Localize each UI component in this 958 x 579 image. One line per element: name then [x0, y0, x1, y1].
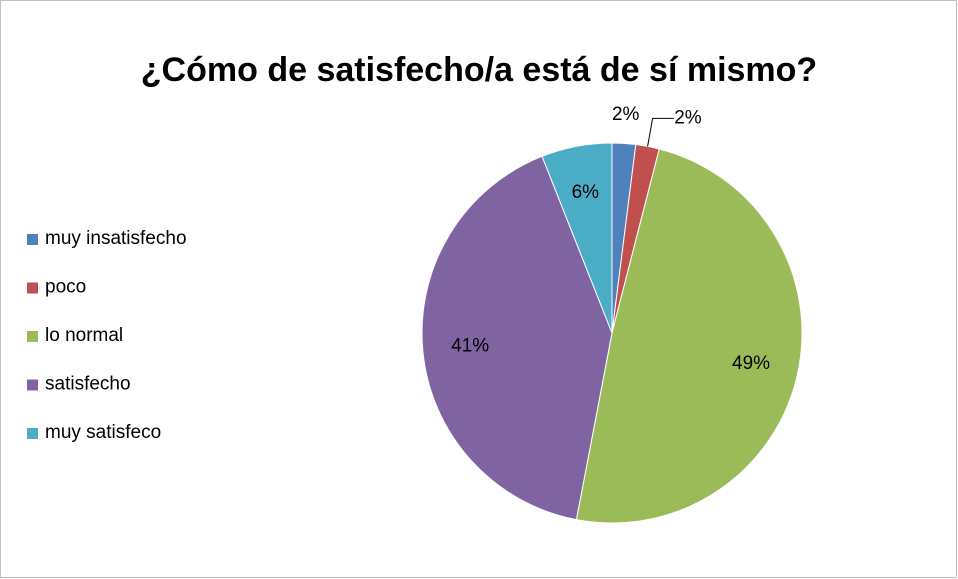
legend-label: poco — [45, 277, 86, 298]
data-label: 2% — [612, 104, 640, 125]
legend-label: muy satisfeco — [45, 422, 161, 443]
pie-slice — [541, 142, 613, 334]
data-label: 2% — [674, 107, 702, 128]
leader-line — [647, 117, 674, 147]
legend-swatch — [27, 428, 38, 439]
legend-swatch — [27, 234, 38, 245]
data-label: 41% — [451, 335, 489, 356]
chart-title: ¿Cómo de satisfecho/a está de sí mismo? — [141, 51, 817, 89]
data-label: 6% — [572, 182, 600, 203]
legend-swatch — [27, 331, 38, 342]
data-label: 49% — [732, 353, 770, 374]
legend-label: muy insatisfecho — [45, 228, 187, 249]
legend-swatch — [27, 379, 38, 391]
legend-swatch — [27, 282, 38, 294]
pie-slice — [421, 155, 613, 521]
legend-label: lo normal — [45, 325, 123, 346]
pie-slice — [575, 148, 803, 524]
legend-label: satisfecho — [45, 374, 131, 395]
